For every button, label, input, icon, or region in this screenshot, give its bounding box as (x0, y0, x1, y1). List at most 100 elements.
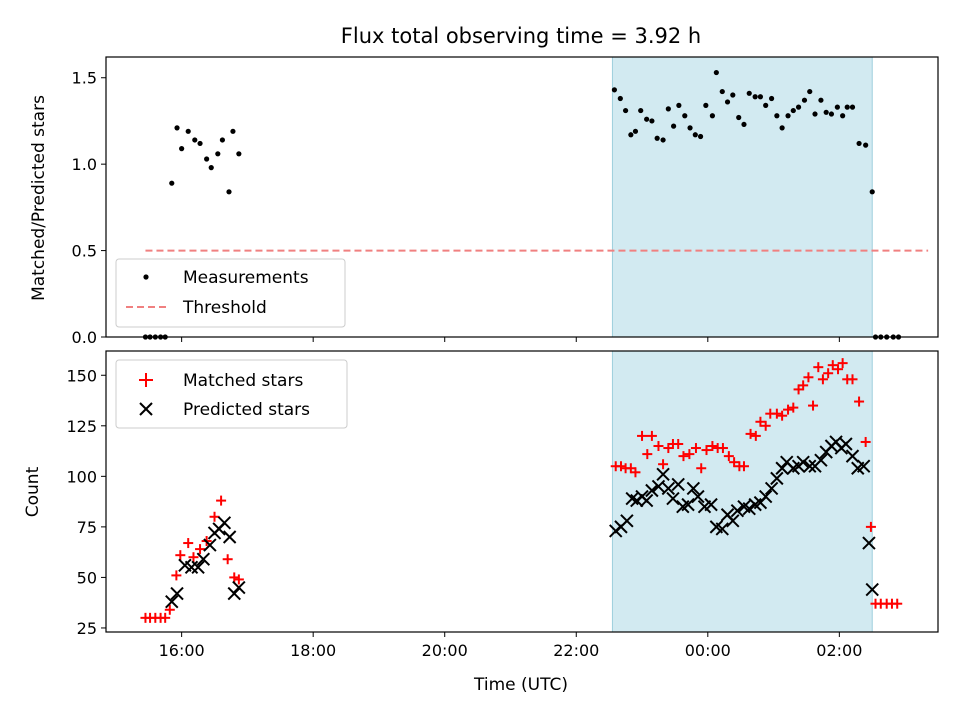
matched-stars-point (630, 467, 641, 478)
matched-stars-point (783, 404, 794, 415)
predicted-stars-point (704, 497, 718, 512)
top-legend: Measurements Threshold (115, 258, 346, 328)
measurements-point (226, 189, 232, 195)
measurements-point (660, 137, 666, 143)
matched-stars-point (233, 574, 244, 585)
measurements-point (741, 121, 747, 128)
measurements-point (697, 133, 704, 140)
matched-stars-point (860, 436, 871, 447)
measurements-point (671, 123, 677, 129)
predicted-stars-point (681, 497, 695, 512)
measurements-point (713, 69, 719, 76)
y-tick-label: 1.0 (72, 155, 97, 174)
matched-stars-point (164, 604, 175, 615)
matched-stars-point (637, 430, 648, 441)
legend-predicted-marker (139, 402, 153, 416)
top-axes-frame (105, 56, 939, 338)
measurements-point (769, 95, 775, 102)
predicted-stars-point (645, 483, 659, 498)
measurements-point (649, 118, 655, 124)
measurements-point (812, 111, 818, 117)
predicted-stars-point (203, 538, 217, 552)
measurements-point (179, 146, 185, 152)
measurements-point (849, 104, 856, 110)
measurements-point (709, 113, 716, 119)
measurements-point (611, 87, 618, 93)
predicted-stars-point (165, 594, 179, 609)
y-tick-label: 0.5 (72, 242, 97, 261)
measurements-point (174, 125, 180, 131)
matched-stars-point (195, 544, 206, 555)
measurements-point (807, 88, 813, 95)
legend-matched-label: Matched stars (183, 371, 303, 391)
measurements-point (638, 107, 644, 114)
matched-stars-point (817, 374, 828, 385)
predicted-stars-point (764, 481, 779, 496)
measurements-point (215, 151, 221, 157)
measurements-point (763, 102, 769, 108)
measurements-point (169, 180, 175, 186)
predicted-stars-point (742, 501, 756, 516)
measurements-point (682, 113, 688, 119)
measurements-point (208, 165, 214, 171)
y-tick-label: 75 (77, 518, 97, 537)
measurements-point (823, 109, 829, 115)
predicted-stars-point (639, 493, 654, 508)
legend-measurements-marker (143, 274, 149, 280)
top-y-axis-label: Matched/Predicted stars (29, 95, 49, 301)
measurements-point (736, 114, 742, 121)
matched-stars-point (696, 463, 707, 474)
legend-matched-marker (139, 373, 153, 387)
predicted-stars-point (839, 437, 853, 451)
y-tick-label: 125 (66, 417, 97, 436)
measurements-point (665, 106, 671, 112)
measurements-point (828, 111, 835, 117)
x-axis-label: Time (UTC) (473, 675, 568, 695)
measurements-point (730, 92, 736, 98)
matched-stars-point (160, 612, 171, 623)
matched-stars-point (171, 570, 182, 581)
matched-stars-point (673, 438, 684, 449)
matched-stars-point (892, 598, 903, 609)
chart-title: Flux total observing time = 3.92 h (341, 24, 701, 48)
measurements-point (795, 104, 802, 110)
y-tick-label: 150 (66, 366, 97, 385)
predicted-stars-point (803, 459, 817, 473)
matched-stars-point (653, 441, 664, 452)
predicted-stars-point (796, 455, 810, 469)
matched-stars-point (690, 443, 701, 454)
measurements-point (654, 135, 660, 141)
measurements-point (236, 151, 242, 157)
measurements-point (785, 113, 791, 119)
measurements-point (757, 94, 764, 100)
matched-stars-point (678, 451, 689, 462)
measurements-point (818, 97, 824, 103)
measurements-point (676, 102, 682, 108)
matched-stars-point (833, 364, 844, 375)
x-tick-label: 20:00 (422, 641, 468, 660)
predicted-stars-point (666, 491, 680, 506)
legend-measurements-label: Measurements (183, 268, 309, 288)
measurements-point (617, 95, 623, 102)
matched-stars-point (798, 380, 809, 391)
matched-stars-point (216, 495, 227, 506)
matched-stars-point (808, 400, 819, 411)
measurements-point (844, 104, 850, 110)
matched-stars-point (188, 552, 199, 563)
measurements-point (801, 97, 808, 103)
predicted-stars-point (196, 552, 211, 566)
measurements-point (703, 102, 709, 108)
measurements-point (779, 125, 785, 131)
predicted-stars-point (845, 449, 860, 463)
predicted-stars-point (227, 586, 241, 601)
matched-stars-point (760, 420, 771, 431)
matched-stars-point (717, 443, 728, 454)
predicted-stars-point (232, 580, 246, 595)
matched-stars-point (854, 396, 865, 407)
measurements-point (719, 88, 725, 95)
bottom-legend-box (115, 359, 348, 429)
top-axis-ticks: 0.0 0.5 1.0 1.5 (72, 69, 840, 347)
matched-stars-point (827, 360, 838, 371)
matched-stars-point (183, 538, 194, 549)
top-highlight-span (611, 56, 873, 338)
